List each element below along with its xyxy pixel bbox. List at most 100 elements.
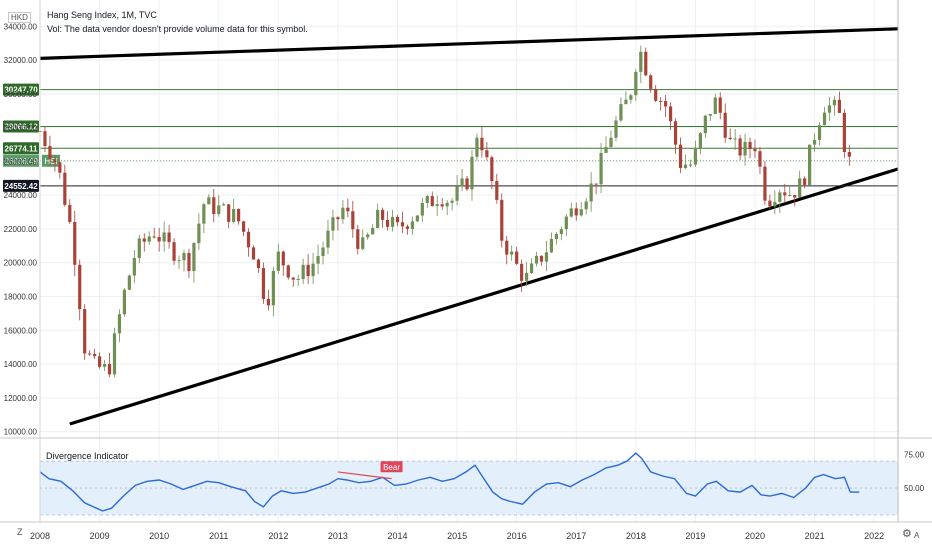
candle-body: [708, 113, 712, 116]
last-price-label: 26036.49: [4, 157, 38, 166]
candle-body: [390, 216, 395, 227]
candle-body: [500, 199, 504, 241]
level-price-tag: [3, 120, 39, 133]
candle-body: [197, 223, 201, 244]
horizontal-levels[interactable]: 30247.70 28066.12 26774.11 24552.42 26036.49…: [3, 83, 898, 192]
gear-icon[interactable]: ⚙: [902, 528, 912, 540]
candle-body: [291, 277, 295, 280]
candle-body: [192, 243, 196, 272]
candle-body: [147, 236, 151, 242]
candle-body: [569, 208, 573, 217]
candle-body: [415, 215, 419, 222]
chart-title: Hang Seng Index, 1M, TVC: [47, 10, 157, 20]
timezone-z-button[interactable]: Z: [17, 527, 23, 537]
candle-body: [798, 178, 802, 198]
currency-badge[interactable]: HKD: [8, 12, 31, 23]
x-tick-label: 2012: [268, 531, 288, 541]
candle-body: [490, 157, 494, 182]
candle-body: [266, 298, 271, 306]
trendline[interactable]: [69, 167, 899, 426]
candle-body: [336, 217, 340, 220]
trendlines[interactable]: [39, 27, 899, 426]
candle-body: [624, 99, 628, 105]
candle-body: [505, 240, 509, 255]
candle-body: [271, 270, 275, 306]
x-tick-label: 2016: [507, 531, 527, 541]
candle-body: [222, 204, 226, 206]
candle-body: [812, 139, 817, 145]
candle-body: [102, 363, 107, 367]
candle-body: [654, 88, 658, 101]
candle-body: [410, 221, 414, 229]
candle-body: [450, 200, 454, 203]
candle-body: [301, 264, 305, 279]
auto-scale-button[interactable]: A: [914, 531, 920, 540]
candle-body: [485, 150, 489, 158]
candle-body: [107, 363, 112, 375]
candle-body: [376, 209, 380, 229]
candle-body: [58, 162, 62, 173]
candle-body: [341, 207, 345, 220]
grid: [39, 0, 898, 522]
candle-body: [693, 148, 698, 165]
candle-body: [152, 236, 156, 238]
candle-body: [758, 151, 762, 167]
level-price-label: 26774.11: [5, 144, 38, 153]
candle-body: [808, 144, 812, 185]
candle-body: [88, 353, 92, 355]
candle-body: [554, 234, 558, 239]
candle-body: [470, 156, 474, 190]
candle-body: [763, 166, 767, 201]
candle-body: [78, 264, 82, 310]
candle-body: [122, 289, 127, 315]
candle-body: [400, 222, 405, 227]
candle-body: [167, 232, 171, 243]
candle-body: [544, 252, 549, 262]
candle-body: [232, 209, 236, 222]
candle-body: [475, 137, 479, 157]
candle-body: [534, 255, 539, 264]
candle-body: [351, 211, 355, 230]
candle-body: [246, 231, 251, 248]
candle-body: [520, 263, 524, 281]
candle-body: [594, 183, 598, 185]
candle-body: [281, 251, 285, 266]
candle-body: [678, 144, 683, 169]
candle-body: [599, 152, 603, 185]
candle-body: [237, 209, 241, 222]
candle-body: [212, 197, 216, 214]
candle-body: [743, 141, 747, 156]
candle-body: [817, 125, 822, 140]
candle-body: [256, 259, 261, 269]
candle-body: [93, 354, 97, 357]
x-tick-label: 2010: [149, 531, 169, 541]
y-tick-label: 30000.00: [4, 90, 38, 99]
x-tick-label: 2021: [805, 531, 825, 541]
candle-body: [649, 75, 653, 89]
candle-body: [793, 195, 797, 198]
candle-body: [480, 137, 484, 151]
candle-body: [395, 216, 400, 223]
indicator-y-tick-label: 50.00: [904, 484, 925, 493]
candle-body: [321, 247, 325, 257]
candle-body: [803, 178, 807, 185]
candle-body: [48, 146, 52, 160]
candle-body: [435, 204, 439, 207]
candle-body: [698, 133, 702, 149]
candle-body: [644, 51, 648, 76]
candle-body: [371, 228, 375, 235]
candle-body: [455, 186, 459, 201]
candle-body: [381, 209, 385, 220]
candle-body: [584, 201, 588, 210]
candle-body: [827, 105, 832, 113]
candle-body: [842, 112, 846, 152]
candle-body: [629, 95, 633, 100]
x-tick-label: 2013: [328, 531, 348, 541]
candle-body: [619, 104, 623, 121]
candle-body: [261, 268, 266, 299]
candle-body: [778, 192, 782, 202]
candle-body: [728, 137, 732, 140]
trendline[interactable]: [39, 27, 899, 60]
